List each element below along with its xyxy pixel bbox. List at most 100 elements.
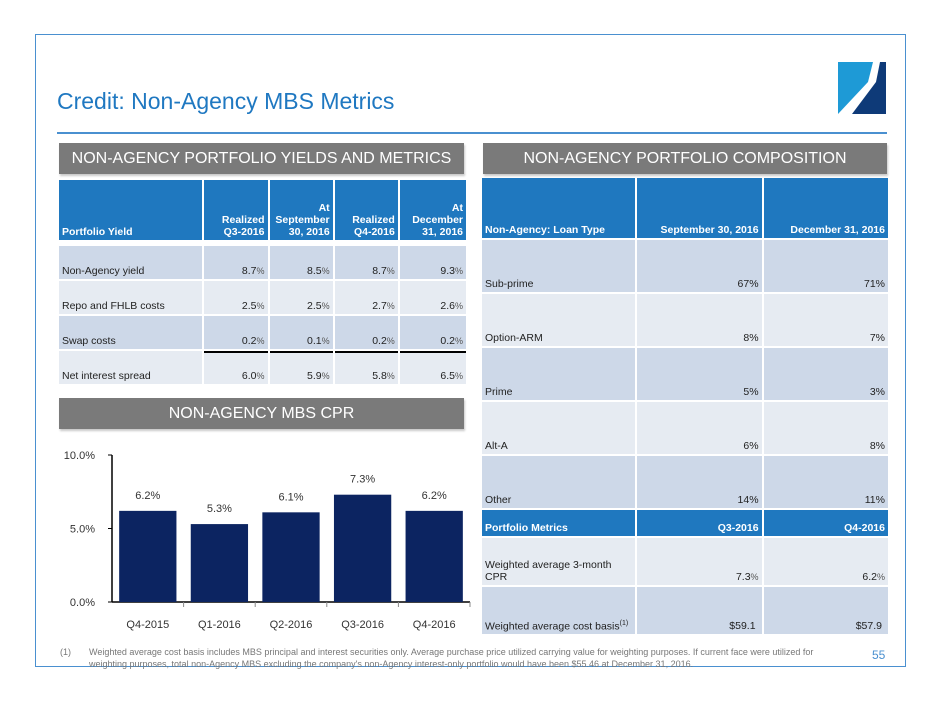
- yields-header: At December 31, 2016: [399, 180, 466, 240]
- yields-value: 0.1: [307, 335, 322, 347]
- yields-cell: 6.5%: [399, 351, 466, 384]
- yields-table: Portfolio Yield Realized Q3-2016 At Sept…: [57, 178, 468, 386]
- yields-cell: 0.1%: [269, 316, 333, 349]
- cpr-bar-chart: 0.0% 5.0% 10.0% 6.2% Q4-2015 5.3% Q1-2016 6.1% Q…: [64, 450, 471, 631]
- percent-unit: %: [321, 266, 330, 276]
- yields-section-title: NON-AGENCY PORTFOLIO YIELDS AND METRICS: [59, 143, 464, 174]
- company-logo-icon: [838, 62, 886, 114]
- yields-cell: 0.2%: [399, 316, 466, 349]
- cpr-bar: [262, 512, 320, 602]
- cpr-section-title: NON-AGENCY MBS CPR: [59, 398, 464, 429]
- yields-cell: 8.7%: [204, 246, 268, 279]
- yields-cell: 8.5%: [269, 246, 333, 279]
- metrics-value: 7.3: [735, 571, 751, 583]
- composition-section-title: NON-AGENCY PORTFOLIO COMPOSITION: [483, 143, 887, 174]
- metrics-label-text: Weighted average 3-month CPR: [485, 559, 612, 583]
- footnote-reference: (1): [619, 619, 629, 627]
- yields-cell: 6.0%: [204, 351, 268, 384]
- composition-cell: 71%: [763, 240, 888, 292]
- slide-frame: [35, 34, 906, 667]
- cpr-bar: [333, 494, 392, 602]
- composition-header: Non-Agency: Loan Type: [482, 178, 636, 238]
- metrics-cell: 7.3%: [637, 538, 762, 585]
- percent-unit: %: [454, 336, 463, 346]
- percent-unit: %: [256, 266, 265, 276]
- yields-row-label: Swap costs: [59, 316, 203, 349]
- metrics-value: 6.2: [862, 571, 877, 583]
- yields-value: 0.2: [372, 335, 387, 347]
- composition-header-row: Non-Agency: Loan Type September 30, 2016…: [482, 178, 888, 238]
- yields-value: 2.5: [307, 300, 322, 312]
- yields-row: Net interest spread 6.0% 5.9% 5.8% 6.5%: [59, 351, 466, 384]
- percent-unit: %: [386, 371, 395, 381]
- composition-row: Option-ARM 8% 7%: [482, 294, 888, 346]
- yields-row-label: Non-Agency yield: [59, 246, 203, 279]
- composition-cell: 7%: [763, 294, 888, 346]
- composition-row-label: Other: [482, 456, 636, 508]
- metrics-label-text: Weighted average cost basis: [485, 620, 620, 632]
- yields-cell: 2.6%: [399, 281, 466, 314]
- metrics-value: $57.9: [855, 620, 882, 632]
- metrics-header: Q3-2016: [637, 510, 762, 536]
- yields-value: 2.6: [440, 300, 455, 312]
- yields-cell: 2.7%: [334, 281, 398, 314]
- composition-cell: 14%: [637, 456, 762, 508]
- composition-table: Non-Agency: Loan Type September 30, 2016…: [480, 176, 890, 636]
- composition-cell: 8%: [637, 294, 762, 346]
- yields-row: Swap costs 0.2% 0.1% 0.2% 0.2%: [59, 316, 466, 349]
- composition-cell: 8%: [763, 402, 888, 454]
- x-tick-label: Q4-2016: [413, 619, 456, 631]
- y-tick-label: 5.0%: [70, 524, 95, 536]
- composition-header: December 31, 2016: [763, 178, 888, 238]
- yields-value: 2.7: [372, 300, 387, 312]
- yields-value: 5.9: [307, 370, 322, 382]
- cpr-bar: [190, 524, 249, 602]
- metrics-row: Weighted average 3-month CPR 7.3% 6.2%: [482, 538, 888, 585]
- yields-header: Portfolio Yield: [59, 180, 203, 240]
- footnote: (1) Weighted average cost basis includes…: [60, 646, 830, 670]
- yields-cell: 2.5%: [204, 281, 268, 314]
- metrics-cell: $59.1: [637, 587, 762, 634]
- percent-unit: %: [750, 572, 759, 582]
- yields-value: 8.5: [307, 265, 322, 277]
- yields-value: 0.2: [440, 335, 455, 347]
- x-tick-label: Q4-2015: [126, 619, 169, 631]
- bar-data-label: 6.2%: [422, 490, 447, 502]
- footnote-marker: (1): [60, 647, 71, 657]
- yields-value: 5.8: [372, 370, 387, 382]
- yields-cell: 8.7%: [334, 246, 398, 279]
- yields-header-row: Portfolio Yield Realized Q3-2016 At Sept…: [59, 180, 466, 240]
- yields-cell: 5.9%: [269, 351, 333, 384]
- yields-header: Realized Q3-2016: [204, 180, 268, 240]
- yields-row: Non-Agency yield 8.7% 8.5% 8.7% 9.3%: [59, 246, 466, 279]
- metrics-header: Q4-2016: [763, 510, 888, 536]
- title-divider: [57, 132, 887, 134]
- composition-row-label: Alt-A: [482, 402, 636, 454]
- composition-row-label: Sub-prime: [482, 240, 636, 292]
- percent-unit: %: [256, 301, 265, 311]
- metrics-value: $59.1: [729, 620, 756, 632]
- composition-row-label: Prime: [482, 348, 636, 400]
- metrics-header: Portfolio Metrics: [482, 510, 636, 536]
- footnote-text: Weighted average cost basis includes MBS…: [89, 647, 814, 669]
- composition-row: Sub-prime 67% 71%: [482, 240, 888, 292]
- metrics-cell: $57.9: [763, 587, 888, 634]
- percent-unit: %: [454, 301, 463, 311]
- composition-cell: 6%: [637, 402, 762, 454]
- metrics-row-label: Weighted average cost basis(1): [482, 587, 636, 634]
- yields-value: 2.5: [241, 300, 257, 312]
- yields-row-label: Repo and FHLB costs: [59, 281, 203, 314]
- page-number: 55: [872, 648, 886, 662]
- page-title: Credit: Non-Agency MBS Metrics: [57, 88, 395, 114]
- yields-cell: 2.5%: [269, 281, 333, 314]
- metrics-row: Weighted average cost basis(1) $59.1 $57.9: [482, 587, 888, 634]
- percent-unit: %: [386, 336, 395, 346]
- composition-cell: 11%: [763, 456, 888, 508]
- percent-unit: %: [386, 301, 395, 311]
- yields-cell: 0.2%: [204, 316, 268, 349]
- composition-header: September 30, 2016: [637, 178, 762, 238]
- metrics-row-label: Weighted average 3-month CPR: [482, 538, 636, 585]
- cpr-bar: [405, 510, 463, 602]
- yields-row-label: Net interest spread: [59, 351, 203, 384]
- metrics-cell: 6.2%: [763, 538, 888, 585]
